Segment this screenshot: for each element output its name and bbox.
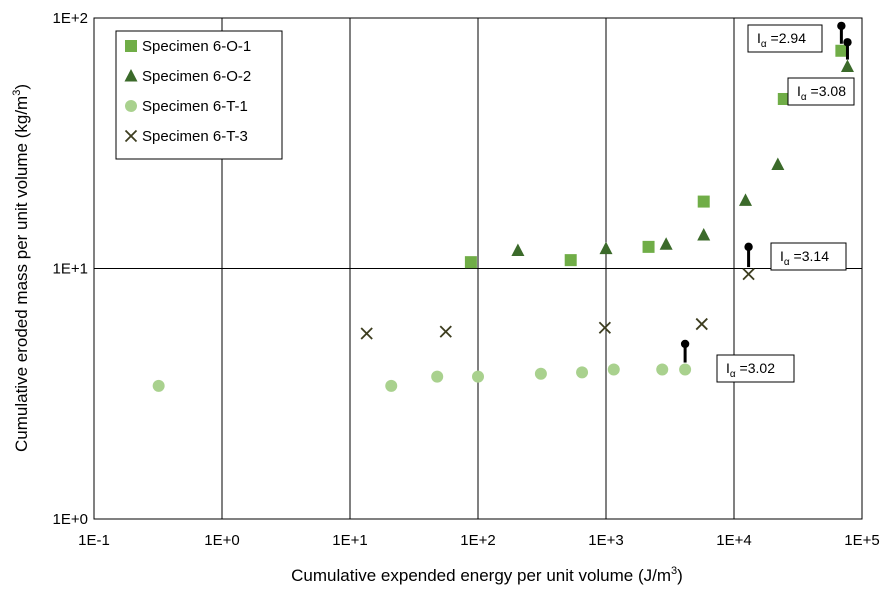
lollipop-head	[843, 38, 852, 47]
x-marker-stroke	[598, 321, 612, 334]
legend-marker-4	[124, 129, 138, 143]
annotation-label: Iα =3.02	[726, 360, 775, 380]
lollipop-head	[744, 242, 753, 252]
data-point-series-3	[152, 379, 165, 392]
data-point-series-4	[695, 317, 708, 331]
data-point-series-4	[598, 321, 612, 334]
data-point-series-3	[385, 379, 398, 392]
annotation-box	[747, 24, 823, 53]
x-marker-stroke	[742, 267, 755, 281]
data-point-series-2	[840, 59, 854, 73]
plot-area	[93, 17, 863, 520]
data-point-series-3	[679, 363, 692, 376]
data-point-series-1	[777, 92, 790, 105]
legend-marker-2	[124, 69, 138, 82]
data-point-series-4	[360, 327, 373, 340]
y-tick-label: 1E+0	[53, 511, 88, 528]
data-point-series-3	[656, 363, 669, 376]
data-point-series-2	[659, 237, 673, 250]
x-marker-stroke	[439, 325, 452, 338]
data-point-series-3	[576, 366, 589, 379]
x-marker-stroke	[124, 129, 138, 143]
data-point-series-4	[439, 325, 452, 338]
data-point-series-2	[697, 228, 711, 241]
data-point-series-1	[464, 256, 477, 269]
x-tick-label: 1E+5	[844, 532, 879, 549]
legend-label-2: Specimen 6-O-2	[142, 68, 251, 85]
annotation-box	[787, 77, 855, 106]
data-point-series-3	[431, 370, 444, 383]
x-tick-label: 1E+3	[588, 532, 623, 549]
data-point-series-1	[642, 240, 655, 253]
annotation-label: Iα =3.08	[797, 83, 846, 103]
data-point-series-1	[564, 254, 577, 267]
x-marker-stroke	[695, 317, 708, 331]
annotation-box	[716, 354, 795, 383]
data-point-series-1	[835, 44, 848, 57]
lollipop-head	[680, 339, 690, 349]
lollipop-head	[837, 21, 846, 31]
data-point-series-2	[511, 243, 525, 256]
data-point-series-2	[739, 193, 753, 206]
legend-box	[115, 30, 283, 160]
data-point-series-2	[599, 241, 613, 255]
annotation-label: Iα =3.14	[780, 248, 829, 268]
data-point-series-2	[771, 157, 785, 171]
data-points	[152, 44, 854, 392]
x-tick-label: 1E+0	[204, 532, 239, 549]
data-point-series-4	[742, 267, 755, 281]
legend-label-4: Specimen 6-T-3	[142, 128, 248, 145]
annotation-box	[770, 242, 847, 271]
annotations: Iα =2.94 Iα =3.08 Iα =3.14 Iα =3.02	[680, 21, 855, 383]
data-point-series-1	[697, 195, 710, 208]
x-marker-stroke	[360, 327, 373, 340]
x-axis-title: Cumulative expended energy per unit volu…	[291, 565, 683, 585]
y-axis-title: Cumulative eroded mass per unit volume (…	[11, 84, 31, 452]
y-tick-label: 1E+2	[53, 10, 88, 27]
legend-marker-3	[125, 100, 137, 112]
x-tick-label: 1E+1	[332, 532, 367, 549]
x-tick-label: 1E-1	[78, 532, 110, 549]
x-tick-label: 1E+2	[460, 532, 495, 549]
legend: Specimen 6-O-1 Specimen 6-O-2 Specimen 6-T…	[115, 30, 283, 160]
annotation-label: Iα =2.94	[757, 30, 806, 50]
data-point-series-3	[472, 370, 484, 383]
legend-marker-1	[125, 40, 137, 52]
y-tick-label: 1E+1	[53, 261, 88, 278]
data-point-series-3	[607, 363, 620, 376]
legend-label-1: Specimen 6-O-1	[142, 38, 251, 55]
axis-ticks: 1E-1 1E+0 1E+1 1E+2 1E+3 1E+4 1E+5 1E+0 1E+1 1E+2	[53, 10, 880, 549]
legend-label-3: Specimen 6-T-1	[142, 98, 248, 115]
x-tick-label: 1E+4	[716, 532, 751, 549]
data-point-series-3	[534, 367, 547, 380]
